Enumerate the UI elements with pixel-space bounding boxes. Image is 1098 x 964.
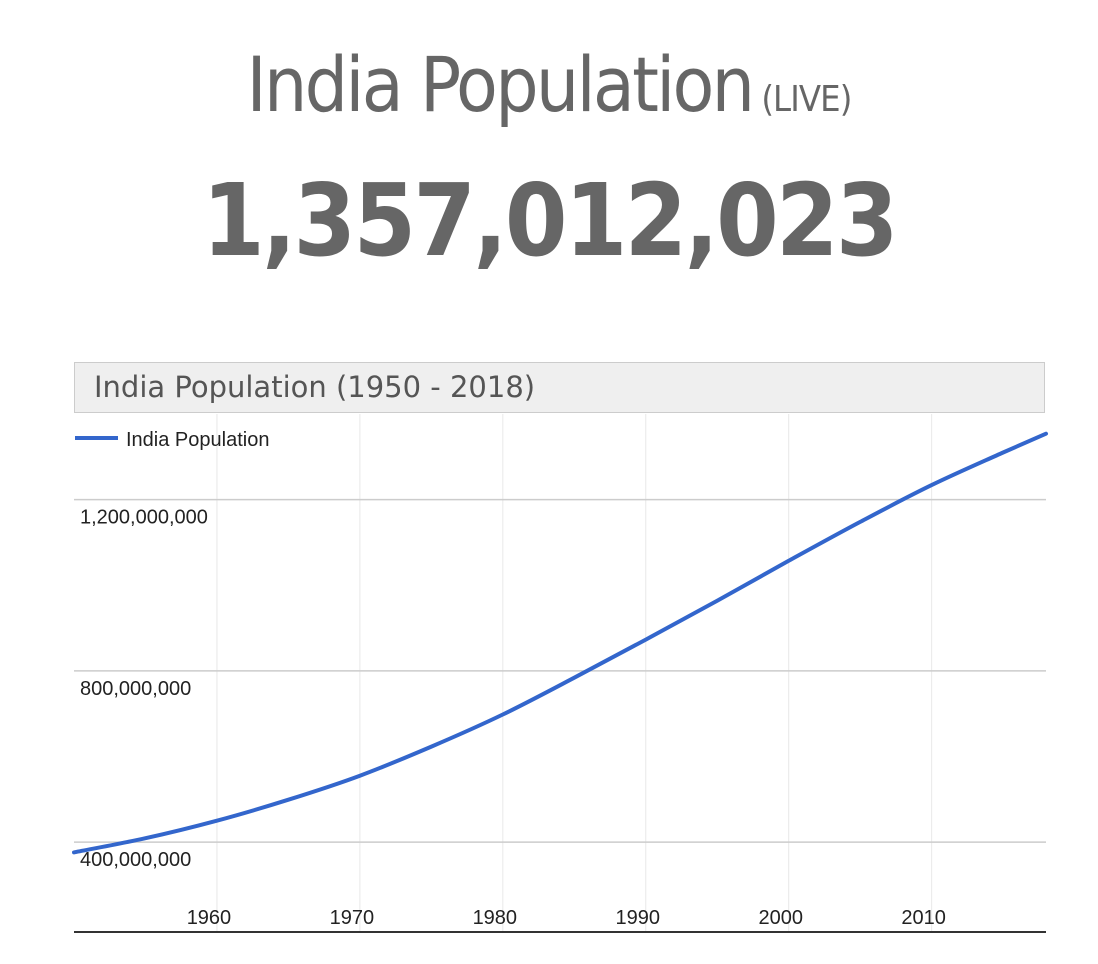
- x-tick-label: 1980: [473, 907, 518, 929]
- y-tick-label: 400,000,000: [80, 849, 191, 871]
- live-label: (LIVE): [761, 79, 852, 120]
- legend-label: India Population: [126, 429, 269, 451]
- x-tick-label: 2010: [901, 907, 946, 929]
- y-tick-label: 1,200,000,000: [80, 507, 208, 529]
- x-tick-label: 2000: [758, 907, 803, 929]
- page-title: India Population (LIVE): [55, 40, 1043, 129]
- chart-title: India Population (1950 - 2018): [74, 362, 1045, 413]
- x-tick-label: 1970: [330, 907, 375, 929]
- x-tick-label: 1990: [616, 907, 661, 929]
- y-tick-label: 800,000,000: [80, 678, 191, 700]
- series-line-0: [72, 431, 1048, 855]
- page-title-text: India Population: [246, 40, 755, 129]
- x-tick-label: 1960: [187, 907, 232, 929]
- population-counter: 1,357,012,023: [202, 162, 898, 279]
